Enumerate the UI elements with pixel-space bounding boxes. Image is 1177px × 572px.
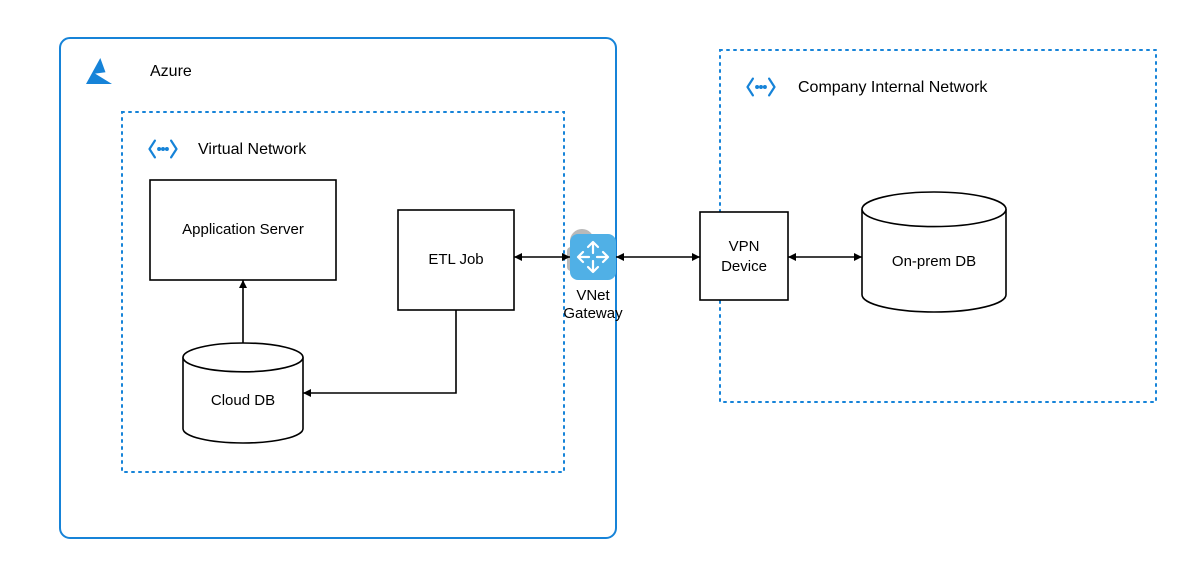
company-title: Company Internal Network (798, 79, 988, 96)
vnet-gateway-label-1: VNet (576, 287, 610, 304)
cloud-db-label: Cloud DB (211, 392, 275, 409)
edge-etl_job-cloud_db (303, 310, 456, 393)
vpn-device-label-2: Device (721, 258, 767, 275)
etl-job-label: ETL Job (428, 251, 483, 268)
app-server-label: Application Server (182, 221, 304, 238)
onprem-db-label: On-prem DB (892, 253, 976, 270)
vnet-gateway-icon (567, 232, 616, 280)
azure-logo-icon (86, 58, 112, 84)
vnet-title: Virtual Network (198, 141, 307, 158)
network-angle-icon (150, 141, 177, 158)
vpn-device-label-1: VPN (729, 238, 760, 255)
vpn-device-node (700, 212, 788, 300)
vnet-gateway-label-2: Gateway (563, 305, 623, 322)
azure-title: Azure (150, 63, 192, 80)
network-angle-icon (748, 79, 775, 96)
